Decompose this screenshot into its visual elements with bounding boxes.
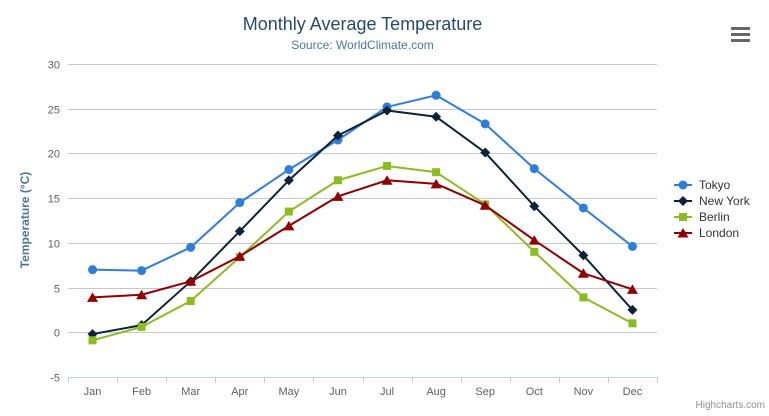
series-marker-berlin[interactable] xyxy=(383,161,392,170)
y-axis-label: 20 xyxy=(48,149,60,161)
series-marker-berlin[interactable] xyxy=(137,322,146,331)
x-axis-label: Dec xyxy=(623,386,643,398)
series-line-new-york[interactable] xyxy=(91,109,634,336)
circle-series-icon xyxy=(674,180,692,190)
series-marker-tokyo[interactable] xyxy=(186,242,196,252)
series-marker-berlin[interactable] xyxy=(628,319,637,328)
series-marker-london[interactable] xyxy=(283,220,295,231)
series-marker-tokyo[interactable] xyxy=(88,265,98,275)
series-marker-tokyo[interactable] xyxy=(284,165,294,175)
export-menu-button[interactable] xyxy=(731,27,750,42)
legend-item-new-york[interactable]: New York xyxy=(674,193,750,209)
series-marker-london[interactable] xyxy=(381,175,393,185)
series-marker-london[interactable] xyxy=(234,251,246,261)
series-marker-new-york[interactable] xyxy=(529,201,540,212)
x-axis-label: Apr xyxy=(231,386,248,398)
series-marker-new-york[interactable] xyxy=(332,130,343,141)
series-marker-new-york[interactable] xyxy=(382,105,393,116)
x-axis-label: Feb xyxy=(132,386,151,398)
legend-marker-london[interactable] xyxy=(677,228,689,238)
series-marker-berlin[interactable] xyxy=(88,336,97,345)
chart-subtitle: Source: WorldClimate.com xyxy=(291,38,434,52)
y-axis-label: 15 xyxy=(48,194,60,206)
square-series-icon xyxy=(674,213,692,221)
legend-label-berlin: Berlin xyxy=(699,210,730,224)
series-marker-london[interactable] xyxy=(577,268,589,278)
y-axis-title: Temperature (°C) xyxy=(18,171,32,269)
chart-title: Monthly Average Temperature xyxy=(242,14,483,34)
series-line-tokyo[interactable] xyxy=(91,94,634,272)
y-axis-label: 30 xyxy=(48,60,60,72)
x-axis-label: Nov xyxy=(574,386,594,398)
hamburger-icon xyxy=(731,39,750,42)
series-marker-berlin[interactable] xyxy=(186,296,195,305)
legend-item-london[interactable]: London xyxy=(674,225,750,241)
legend-label-tokyo: Tokyo xyxy=(699,178,731,192)
x-axis-label: Aug xyxy=(426,386,446,398)
series-marker-tokyo[interactable] xyxy=(480,119,490,129)
x-axis-label: May xyxy=(278,386,299,398)
series-marker-new-york[interactable] xyxy=(627,304,638,315)
y-axis-label: 25 xyxy=(48,105,60,117)
y-axis-label: -5 xyxy=(50,373,60,385)
series-marker-berlin[interactable] xyxy=(333,176,342,185)
legend-item-berlin[interactable]: Berlin xyxy=(674,209,750,225)
series-marker-new-york[interactable] xyxy=(234,226,245,237)
series-marker-london[interactable] xyxy=(430,178,442,189)
legend-label-london: London xyxy=(699,226,740,240)
series-marker-tokyo[interactable] xyxy=(235,198,245,208)
x-axis-label: Jan xyxy=(84,386,102,398)
series-marker-tokyo[interactable] xyxy=(627,241,637,251)
legend: Tokyo New York Berlin London xyxy=(674,177,750,241)
series-marker-new-york[interactable] xyxy=(431,111,442,122)
legend-label-new-york: New York xyxy=(699,194,750,208)
series-marker-new-york[interactable] xyxy=(283,175,294,186)
series-marker-berlin[interactable] xyxy=(432,168,441,177)
x-axis-label: Mar xyxy=(181,386,200,398)
series-marker-london[interactable] xyxy=(87,292,99,302)
series-line-berlin[interactable] xyxy=(91,164,634,342)
x-axis-label: Oct xyxy=(526,386,543,398)
series-marker-berlin[interactable] xyxy=(284,207,293,216)
series-marker-london[interactable] xyxy=(185,276,197,286)
series-marker-new-york[interactable] xyxy=(578,250,589,261)
legend-item-tokyo[interactable]: Tokyo xyxy=(674,177,750,193)
legend-marker-tokyo[interactable] xyxy=(678,180,688,190)
x-axis-label: Jun xyxy=(329,386,347,398)
x-axis-label: Sep xyxy=(475,386,495,398)
x-axis-label: Jul xyxy=(380,386,394,398)
series-marker-tokyo[interactable] xyxy=(137,266,147,276)
series-marker-tokyo[interactable] xyxy=(529,164,539,174)
series-marker-tokyo[interactable] xyxy=(431,90,441,100)
series-marker-london[interactable] xyxy=(136,289,148,300)
series-marker-tokyo[interactable] xyxy=(578,203,588,213)
series-marker-london[interactable] xyxy=(332,191,344,201)
hamburger-icon xyxy=(731,27,750,30)
series-marker-london[interactable] xyxy=(626,284,638,294)
y-axis-label: 10 xyxy=(48,239,60,251)
series-marker-berlin[interactable] xyxy=(530,247,539,256)
y-axis-label: 5 xyxy=(54,284,60,296)
credits-link[interactable]: Highcharts.com xyxy=(695,400,765,411)
series-marker-london[interactable] xyxy=(528,235,540,245)
triangle-series-icon xyxy=(674,228,692,238)
diamond-series-icon xyxy=(674,196,692,206)
series-marker-berlin[interactable] xyxy=(579,293,588,302)
y-axis-label: 0 xyxy=(54,328,60,340)
series-line-london[interactable] xyxy=(91,179,634,299)
series-marker-new-york[interactable] xyxy=(480,147,491,158)
series-marker-london[interactable] xyxy=(479,200,491,210)
legend-marker-berlin[interactable] xyxy=(679,213,687,221)
legend-marker-new-york[interactable] xyxy=(678,196,688,206)
hamburger-icon xyxy=(731,33,750,36)
